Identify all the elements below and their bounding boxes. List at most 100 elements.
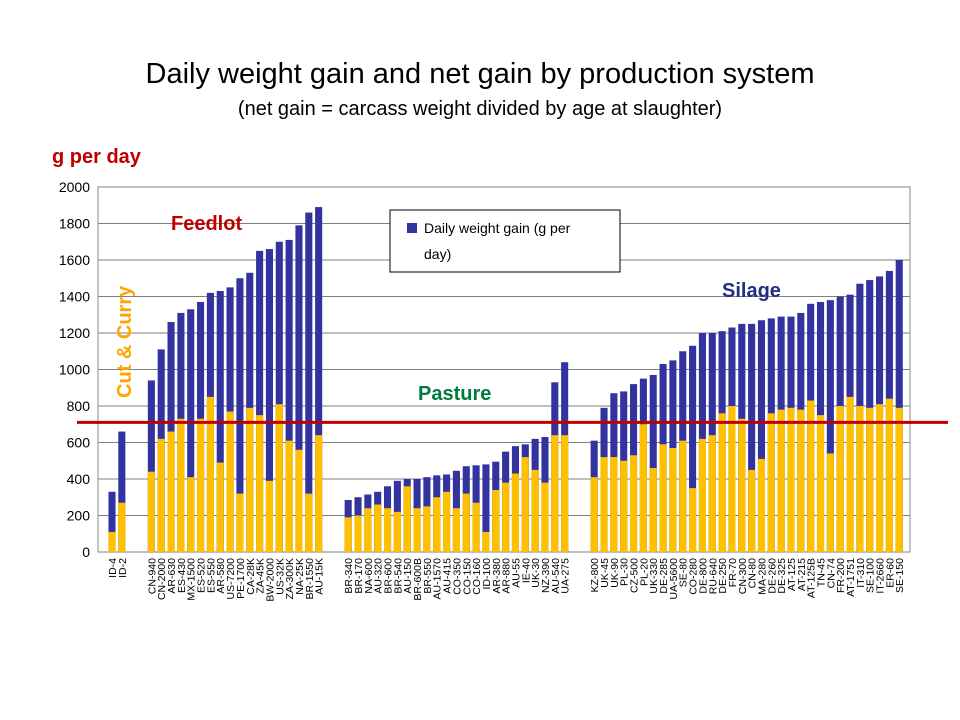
- x-tick-label: BR-340: [343, 558, 355, 594]
- bar-net-gain: [275, 404, 283, 552]
- legend-box: [389, 209, 621, 273]
- y-tick-label: 1600: [59, 252, 90, 268]
- x-tick-label: AU-55: [510, 558, 522, 588]
- bar-net-gain: [462, 493, 470, 552]
- bar-net-gain: [856, 406, 864, 552]
- x-tick-label: BR-170: [353, 558, 365, 594]
- bar-daily-weight-gain: [757, 320, 766, 552]
- bar-net-gain: [374, 504, 382, 552]
- x-tick-label: FR-200: [835, 558, 847, 593]
- legend-label: day): [424, 246, 451, 262]
- x-tick-label: IT-2660: [875, 558, 887, 594]
- chart-title: Daily weight gain and net gain by produc…: [145, 58, 815, 90]
- x-tick-label: TN-45: [816, 558, 828, 587]
- bar-net-gain: [816, 415, 825, 552]
- x-tick-label: CO-280: [688, 558, 700, 595]
- x-tick-label: CN-2000: [156, 558, 168, 600]
- bar-net-gain: [256, 415, 264, 552]
- bar-net-gain: [482, 531, 490, 552]
- bar-net-gain: [147, 471, 155, 552]
- legend-swatch: [407, 223, 417, 233]
- x-tick-label: CA-28K: [245, 558, 257, 595]
- bar-net-gain: [305, 493, 313, 552]
- x-tick-label: SE-100: [865, 558, 877, 593]
- x-tick-label: SE-80: [678, 558, 690, 587]
- x-tick-label: CO-150: [461, 558, 473, 595]
- bar-net-gain: [757, 458, 766, 552]
- bar-net-gain: [679, 440, 687, 552]
- x-tick-label: BR-1550: [304, 558, 316, 600]
- bar-net-gain: [738, 418, 746, 552]
- bar-net-gain: [383, 508, 392, 552]
- bar-net-gain: [728, 406, 736, 552]
- x-tick-label: IE-40: [520, 558, 532, 583]
- x-tick-label: SE-150: [894, 558, 906, 593]
- bar-net-gain: [472, 502, 480, 552]
- y-tick-label: 400: [67, 471, 91, 487]
- bar-daily-weight-gain: [118, 431, 126, 552]
- bar-net-gain: [630, 455, 638, 552]
- bar-net-gain: [197, 418, 205, 552]
- x-tick-label: BW-2000: [264, 558, 276, 602]
- y-tick-label: 1400: [59, 289, 90, 305]
- bar-net-gain: [895, 407, 903, 552]
- bar-net-gain: [866, 407, 874, 552]
- x-tick-label: AT-125: [786, 558, 798, 591]
- x-tick-label: AU-415: [442, 558, 454, 594]
- bar-daily-weight-gain: [895, 260, 903, 552]
- bar-daily-weight-gain: [265, 249, 273, 553]
- x-tick-label: RU-640: [707, 558, 719, 594]
- y-axis-unit-label: g per day: [52, 146, 141, 168]
- y-tick-label: 1800: [59, 216, 90, 232]
- bar-net-gain: [295, 449, 303, 552]
- x-tick-label: CN-300: [737, 558, 749, 594]
- x-tick-label: ES-430: [176, 558, 188, 593]
- x-tick-label: FR-70: [727, 558, 739, 587]
- bar-daily-weight-gain: [826, 300, 834, 552]
- x-tick-label: PL-30: [619, 558, 631, 586]
- bar-daily-weight-gain: [187, 309, 195, 552]
- x-tick-label: UK-30: [530, 558, 542, 588]
- bar-daily-weight-gain: [236, 278, 244, 552]
- x-tick-label: AR-380: [491, 558, 503, 594]
- bar-net-gain: [403, 486, 411, 552]
- bar-net-gain: [354, 515, 362, 552]
- bar-daily-weight-gain: [305, 212, 313, 553]
- x-tick-label: AT-1751: [845, 558, 857, 597]
- x-tick-label: UK-45: [599, 558, 611, 588]
- x-tick-label: DE-260: [766, 558, 778, 594]
- bar-daily-weight-gain: [256, 250, 264, 552]
- bar-net-gain: [885, 398, 893, 552]
- y-tick-label: 1200: [59, 325, 90, 341]
- bar-net-gain: [452, 508, 460, 552]
- y-tick-label: 2000: [59, 179, 90, 195]
- x-tick-label: BR-600B: [412, 558, 424, 601]
- bar-net-gain: [364, 508, 372, 552]
- bar-net-gain: [836, 406, 844, 552]
- chart-subtitle: (net gain = carcass weight divided by ag…: [237, 98, 723, 120]
- x-tick-label: BR-600: [383, 558, 395, 594]
- bar-daily-weight-gain: [275, 241, 283, 552]
- x-tick-label: MX-1500: [186, 558, 198, 601]
- x-tick-label: CN-74: [825, 558, 837, 589]
- x-tick-label: CO-350: [451, 558, 463, 595]
- x-tick-label: AU-15K: [314, 558, 326, 595]
- annotation-cut-and-curry: Cut & Curry: [114, 285, 136, 398]
- x-tick-label: UA-275: [560, 558, 572, 594]
- bar-net-gain: [413, 508, 421, 552]
- x-tick-label: CN-940: [146, 558, 158, 594]
- bar-net-gain: [551, 435, 559, 552]
- bar-net-gain: [216, 462, 224, 552]
- x-tick-label: AU-1570: [432, 558, 444, 600]
- x-tick-label: NA-600: [363, 558, 375, 594]
- x-tick-label: KZ-800: [589, 558, 601, 593]
- x-tick-label: PL-20: [638, 558, 650, 586]
- bar-net-gain: [226, 411, 234, 552]
- bar-net-gain: [797, 409, 805, 552]
- bar-daily-weight-gain: [649, 374, 657, 552]
- y-tick-label: 0: [82, 544, 90, 560]
- x-tick-label: AU-540: [550, 558, 562, 594]
- bar-net-gain: [315, 435, 323, 552]
- bar-net-gain: [698, 438, 706, 552]
- x-tick-label: PE-1700: [235, 558, 247, 599]
